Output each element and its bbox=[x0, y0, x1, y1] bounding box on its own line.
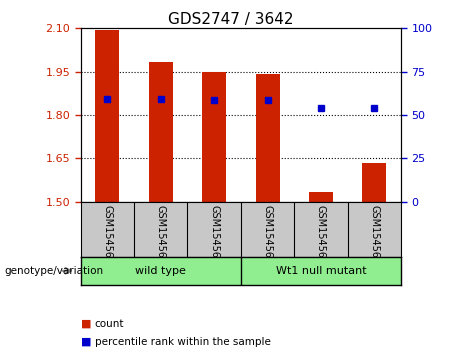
Text: count: count bbox=[95, 319, 124, 329]
Text: GSM154568: GSM154568 bbox=[369, 205, 379, 264]
Bar bbox=[149, 62, 173, 202]
Text: Wt1 null mutant: Wt1 null mutant bbox=[276, 266, 366, 276]
Text: GDS2747 / 3642: GDS2747 / 3642 bbox=[168, 12, 293, 27]
Bar bbox=[255, 74, 279, 202]
Text: GSM154567: GSM154567 bbox=[316, 205, 326, 264]
Text: GSM154566: GSM154566 bbox=[263, 205, 272, 264]
Bar bbox=[362, 163, 386, 202]
Text: ■: ■ bbox=[81, 319, 91, 329]
Bar bbox=[202, 72, 226, 202]
Text: percentile rank within the sample: percentile rank within the sample bbox=[95, 337, 271, 347]
Bar bbox=[95, 30, 119, 202]
Text: wild type: wild type bbox=[136, 266, 186, 276]
Text: ■: ■ bbox=[81, 337, 91, 347]
Text: GSM154563: GSM154563 bbox=[102, 205, 112, 264]
Bar bbox=[309, 192, 333, 202]
Text: GSM154564: GSM154564 bbox=[156, 205, 166, 264]
Text: GSM154565: GSM154565 bbox=[209, 205, 219, 264]
Text: genotype/variation: genotype/variation bbox=[5, 266, 104, 276]
